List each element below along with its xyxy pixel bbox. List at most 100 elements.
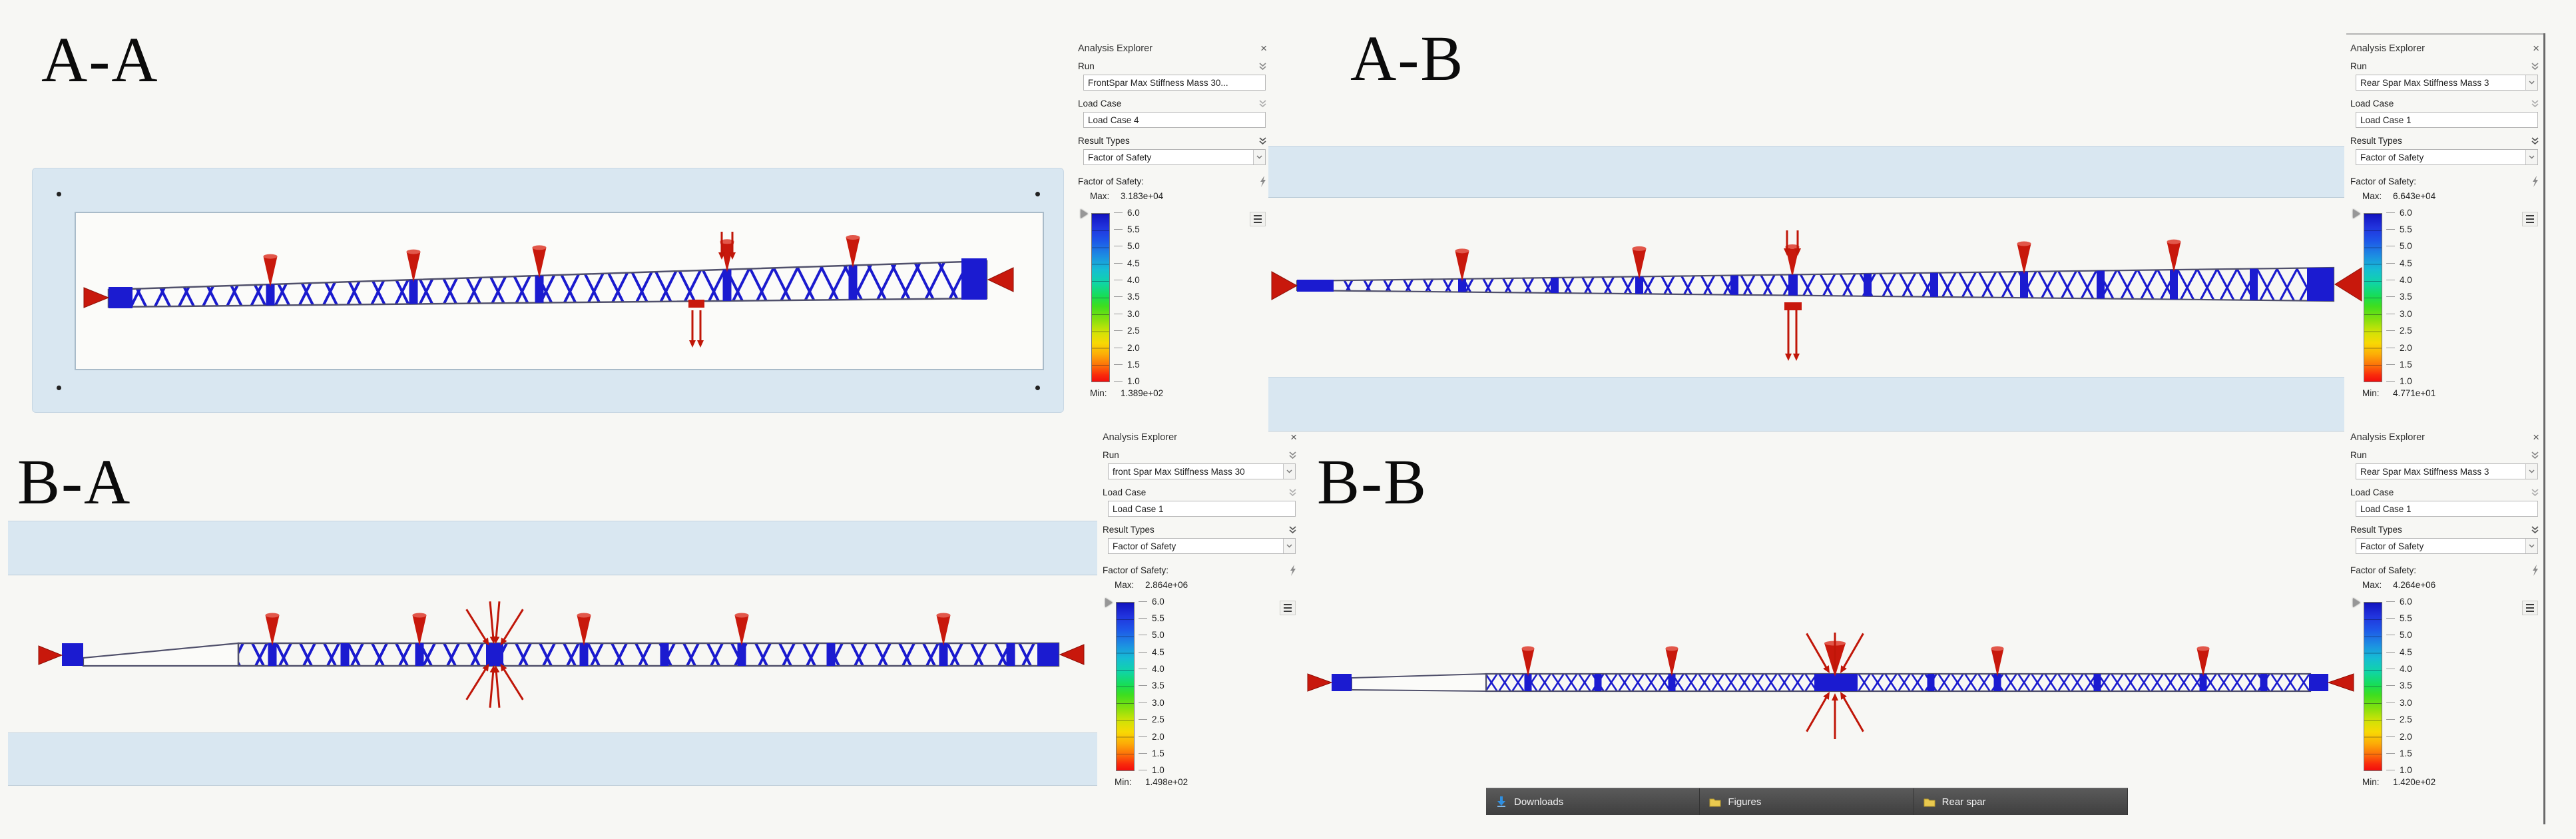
run-field[interactable]: FrontSpar Max Stiffness Mass 30... xyxy=(1083,75,1266,91)
result-types-field[interactable]: Factor of Safety xyxy=(1083,149,1266,165)
run-label: Run xyxy=(2350,450,2367,460)
spar-topology-view-bb[interactable] xyxy=(1298,633,2380,786)
run-label: Run xyxy=(2350,61,2367,71)
design-space-band-ab-top xyxy=(1268,146,2344,198)
anchor-dot xyxy=(57,192,61,196)
legend-tick: 6.0 xyxy=(1114,208,1140,218)
lightning-icon[interactable] xyxy=(1259,176,1267,187)
legend-tick: 5.5 xyxy=(2386,613,2412,623)
menu-icon[interactable] xyxy=(1250,212,1266,226)
taskbar-button-figures[interactable]: Figures xyxy=(1700,788,1914,815)
legend-tick: 6.0 xyxy=(2386,597,2412,607)
menu-icon[interactable] xyxy=(1280,601,1296,615)
legend-tick-labels: 6.0 5.5 5.0 4.5 4.0 3.5 3.0 2.5 2.0 1.5 1.0 xyxy=(2386,208,2412,386)
result-types-field[interactable]: Factor of Safety xyxy=(2356,538,2538,554)
legend-tick: 6.0 xyxy=(1139,597,1164,607)
legend-tick: 1.5 xyxy=(1139,748,1164,758)
close-icon[interactable]: × xyxy=(1260,42,1267,55)
panel-title: Analysis Explorer xyxy=(2350,43,2426,54)
legend-colorbar xyxy=(2364,213,2382,382)
lightning-icon[interactable] xyxy=(2531,176,2539,187)
dropdown-chevron-icon[interactable] xyxy=(1253,150,1265,164)
min-label: Min: xyxy=(2362,388,2380,398)
legend-tick: 5.5 xyxy=(2386,224,2412,234)
legend-colorbar xyxy=(2364,602,2382,771)
legend-tick: 2.5 xyxy=(1139,714,1164,724)
dropdown-chevron-icon[interactable] xyxy=(1283,464,1295,479)
taskbar-button-rear-spar[interactable]: Rear spar xyxy=(1914,788,2128,815)
legend-marker-icon[interactable] xyxy=(1081,209,1088,218)
panel-title: Analysis Explorer xyxy=(1078,43,1153,54)
close-icon[interactable]: × xyxy=(2533,42,2539,55)
dropdown-chevron-icon[interactable] xyxy=(2525,75,2537,90)
run-label: Run xyxy=(1078,61,1095,71)
taskbar-button-label: Downloads xyxy=(1514,796,1564,808)
legend-tick: 2.5 xyxy=(2386,714,2412,724)
section-label-bb: B-B xyxy=(1317,446,1428,517)
collapse-chevrons-icon[interactable] xyxy=(2531,62,2539,71)
taskbar-button-label: Figures xyxy=(1728,796,1762,808)
collapse-chevrons-icon[interactable] xyxy=(1288,451,1297,459)
legend-marker-icon[interactable] xyxy=(2353,598,2360,607)
spar-topology-view-aa[interactable] xyxy=(79,220,1031,390)
result-types-label: Result Types xyxy=(2350,525,2402,535)
legend-marker-icon[interactable] xyxy=(1105,598,1113,607)
result-types-field[interactable]: Factor of Safety xyxy=(1108,538,1296,554)
collapse-chevrons-icon[interactable] xyxy=(1258,137,1267,145)
legend-tick: 5.0 xyxy=(2386,241,2412,251)
dropdown-chevron-icon[interactable] xyxy=(1283,539,1295,553)
collapse-chevrons-icon[interactable] xyxy=(1288,488,1297,497)
legend-tick: 3.5 xyxy=(2386,292,2412,302)
legend-tick: 4.0 xyxy=(1114,275,1140,285)
legend-tick: 2.5 xyxy=(1114,326,1140,336)
legend-tick: 5.0 xyxy=(1114,241,1140,251)
menu-icon[interactable] xyxy=(2522,601,2538,615)
load-case-field[interactable]: Load Case 1 xyxy=(1108,501,1296,517)
result-types-label: Result Types xyxy=(1078,136,1130,146)
spar-topology-view-ba[interactable] xyxy=(32,586,1097,756)
anchor-dot xyxy=(1035,386,1040,390)
lightning-icon[interactable] xyxy=(1289,565,1297,576)
min-value: 4.771e+01 xyxy=(2393,388,2436,398)
collapse-chevrons-icon[interactable] xyxy=(2531,525,2539,534)
download-icon xyxy=(1497,796,1505,807)
spar-topology-view-ab[interactable] xyxy=(1268,213,2370,393)
collapse-chevrons-icon[interactable] xyxy=(1258,62,1267,71)
min-value: 1.420e+02 xyxy=(2393,776,2436,787)
max-value: 2.864e+06 xyxy=(1145,579,1188,590)
load-case-field[interactable]: Load Case 4 xyxy=(1083,112,1266,128)
run-field[interactable]: front Spar Max Stiffness Mass 30 xyxy=(1108,463,1296,479)
collapse-chevrons-icon[interactable] xyxy=(1258,99,1267,108)
collapse-chevrons-icon[interactable] xyxy=(2531,488,2539,497)
collapse-chevrons-icon[interactable] xyxy=(1288,525,1297,534)
taskbar-button-downloads[interactable]: Downloads xyxy=(1486,788,1700,815)
max-label: Max: xyxy=(1090,190,1110,201)
collapse-chevrons-icon[interactable] xyxy=(2531,137,2539,145)
run-field[interactable]: Rear Spar Max Stiffness Mass 3 xyxy=(2356,75,2538,91)
analysis-explorer-panel-ba: Analysis Explorer × Run front Spar Max S… xyxy=(1100,427,1300,800)
collapse-chevrons-icon[interactable] xyxy=(2531,451,2539,459)
max-value: 4.264e+06 xyxy=(2393,579,2436,590)
dropdown-chevron-icon[interactable] xyxy=(2525,464,2537,479)
min-value: 1.389e+02 xyxy=(1121,388,1164,398)
anchor-dot xyxy=(57,386,61,390)
dropdown-chevron-icon[interactable] xyxy=(2525,150,2537,164)
close-icon[interactable]: × xyxy=(2533,431,2539,443)
menu-icon[interactable] xyxy=(2522,212,2538,226)
anchor-dot xyxy=(1035,192,1040,196)
legend-marker-icon[interactable] xyxy=(2353,209,2360,218)
load-case-field[interactable]: Load Case 1 xyxy=(2356,112,2538,128)
collapse-chevrons-icon[interactable] xyxy=(2531,99,2539,108)
run-field[interactable]: Rear Spar Max Stiffness Mass 3 xyxy=(2356,463,2538,479)
dropdown-chevron-icon[interactable] xyxy=(2525,539,2537,553)
result-types-field[interactable]: Factor of Safety xyxy=(2356,149,2538,165)
legend-tick: 4.5 xyxy=(2386,647,2412,657)
lightning-icon[interactable] xyxy=(2531,565,2539,576)
folder-icon xyxy=(1924,798,1935,806)
analysis-explorer-panel-aa: Analysis Explorer × Run FrontSpar Max St… xyxy=(1075,39,1270,412)
legend-tick: 1.0 xyxy=(1114,376,1140,386)
fos-legend: 6.0 5.5 5.0 4.5 4.0 3.5 3.0 2.5 2.0 1.5 1.0 xyxy=(2353,597,2539,780)
legend-tick: 1.5 xyxy=(1114,360,1140,370)
close-icon[interactable]: × xyxy=(1290,431,1297,443)
load-case-field[interactable]: Load Case 1 xyxy=(2356,501,2538,517)
